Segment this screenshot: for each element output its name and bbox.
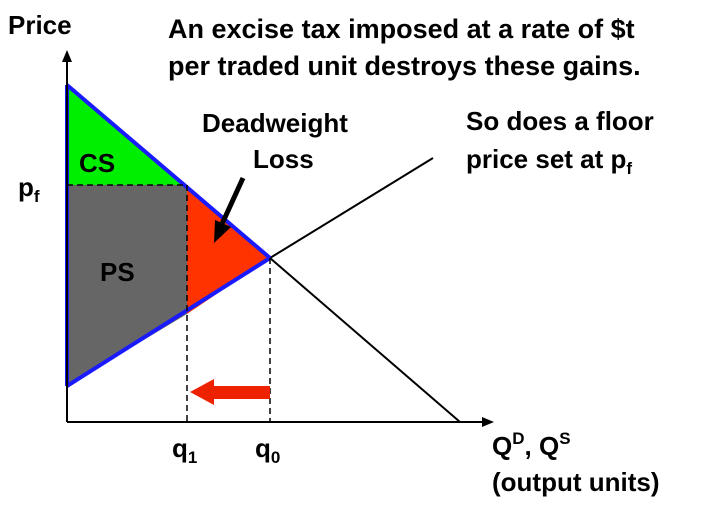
deadweight-loss-region	[187, 185, 270, 314]
price-floor-label-subscript: f	[34, 187, 40, 206]
surplus-boundary-demand	[65, 83, 272, 260]
q1-label-main: q	[172, 433, 188, 463]
deadweight-pointer-arrow	[219, 176, 246, 226]
headline-line-2: per traded unit destroys these gains.	[168, 51, 641, 81]
deadweight-pointer-arrowhead	[214, 220, 231, 243]
floor-note-line-1: So does a floor	[466, 106, 654, 136]
floor-note-line-2-subscript: f	[626, 159, 632, 178]
x-axis-label-s: S	[559, 429, 570, 448]
x-axis-label: QD, QS	[492, 429, 571, 461]
x-axis-label-sep: , Q	[525, 431, 560, 461]
quantity-reduction-arrow-head	[190, 379, 214, 405]
x-axis-arrowhead	[482, 417, 494, 427]
q0-label: q0	[255, 433, 280, 467]
surplus-boundary-supply	[65, 256, 272, 388]
consumer-surplus-label: CS	[79, 148, 115, 178]
floor-note-line-2-main: price set at p	[466, 144, 626, 174]
y-axis-label: Price	[8, 10, 72, 40]
q1-label-subscript: 1	[188, 448, 197, 467]
q0-label-main: q	[255, 433, 271, 463]
q1-label: q1	[172, 433, 197, 467]
q0-label-subscript: 0	[271, 448, 280, 467]
price-floor-label-main: p	[18, 172, 34, 202]
producer-surplus-region	[67, 185, 187, 386]
demand-curve	[269, 257, 461, 423]
price-floor-label: pf	[18, 172, 40, 206]
headline-line-1: An excise tax imposed at a rate of $t	[168, 14, 635, 44]
x-axis-units-label: (output units)	[492, 467, 660, 497]
quantity-reduction-arrow-body	[212, 386, 270, 399]
y-axis-arrowhead	[62, 50, 72, 62]
x-axis-label-q: Q	[492, 431, 512, 461]
producer-surplus-label: PS	[100, 257, 135, 287]
x-axis-label-d: D	[512, 429, 524, 448]
floor-note-line-2: price set at pf	[466, 144, 632, 178]
deadweight-label-line-1: Deadweight	[202, 108, 348, 138]
supply-curve	[269, 157, 434, 259]
deadweight-label-line-2: Loss	[253, 144, 314, 174]
